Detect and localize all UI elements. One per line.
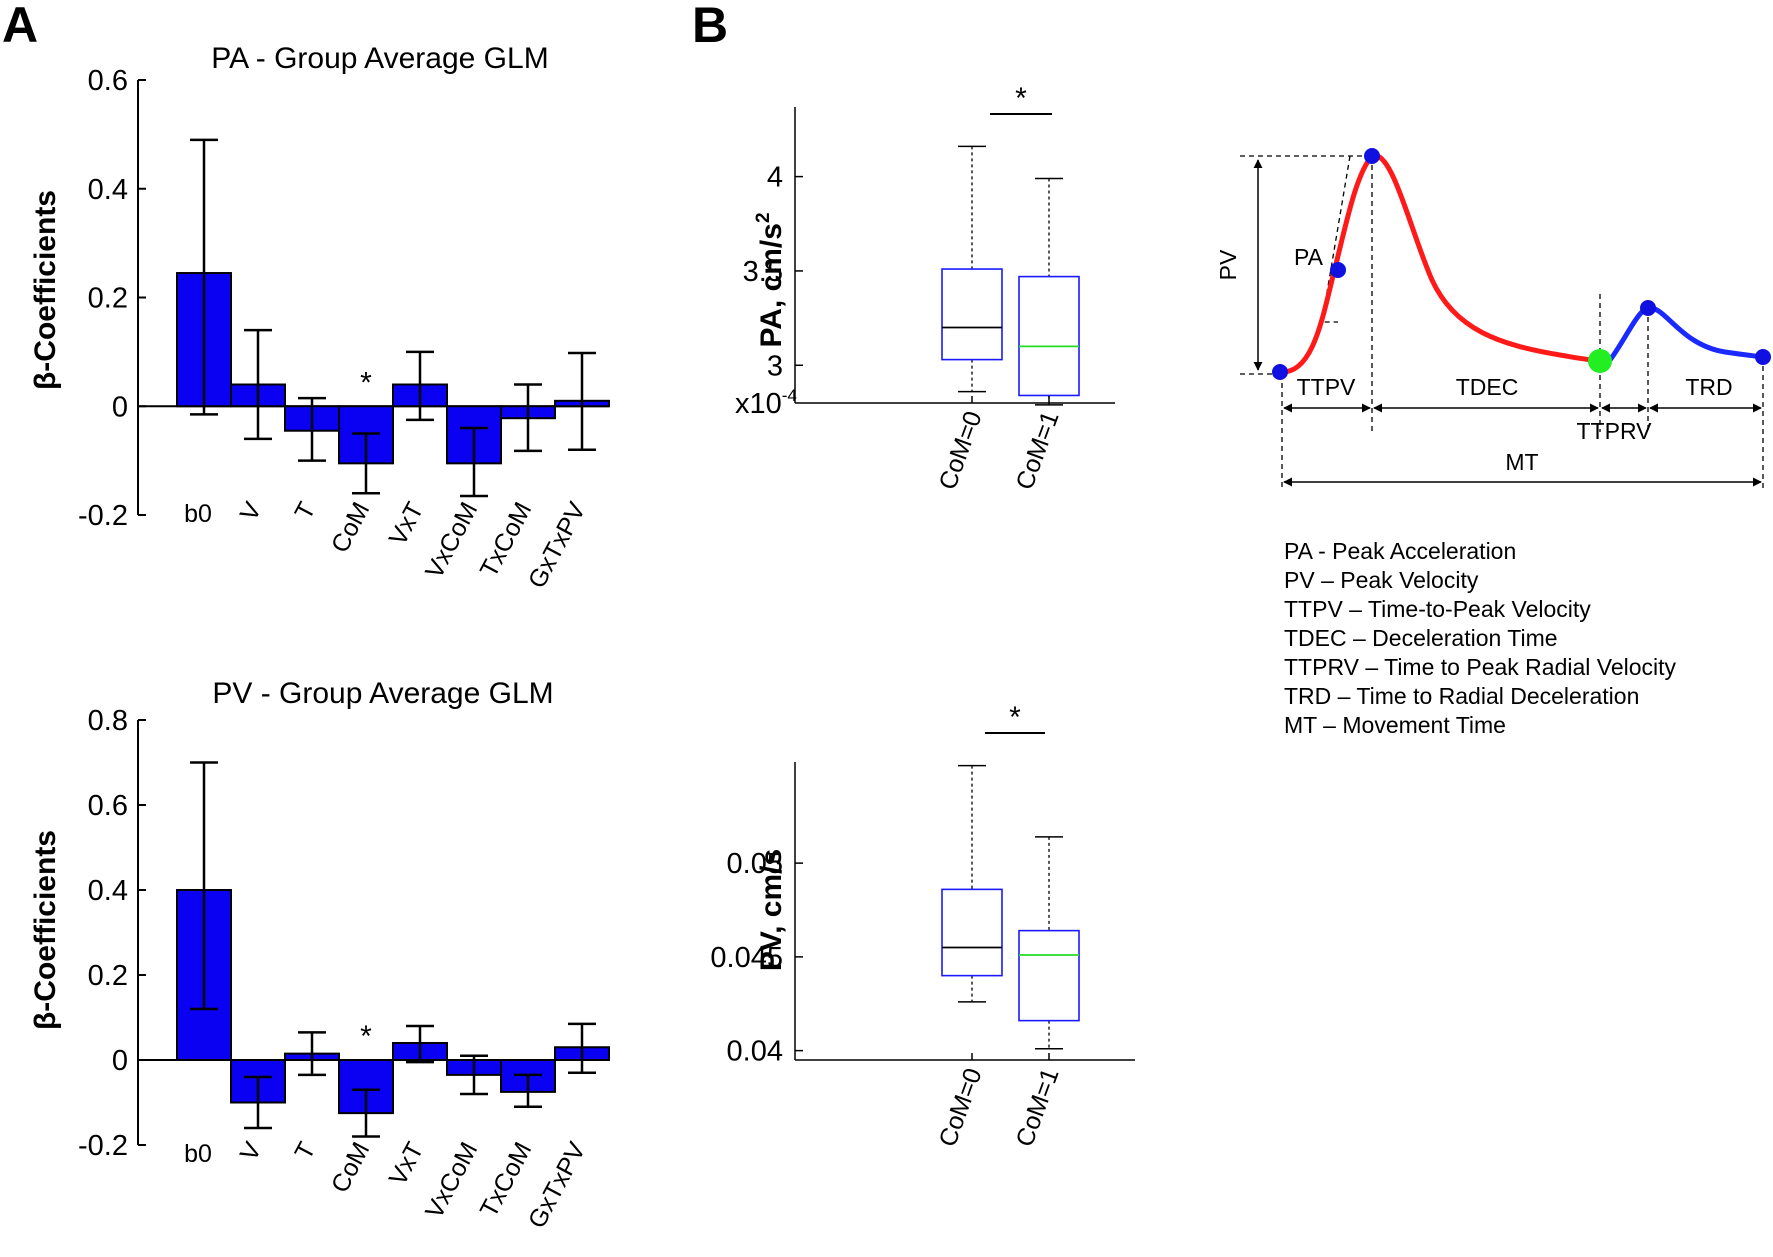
mt-label: MT	[1505, 449, 1538, 475]
x-category-label: T	[289, 1138, 321, 1165]
box	[941, 888, 1003, 977]
x-category-label: VxT	[384, 498, 430, 550]
legend-line: TTPRV – Time to Peak Radial Velocity	[1284, 654, 1677, 680]
trd-label: TRD	[1685, 374, 1732, 400]
chart-title: PA - Group Average GLM	[211, 42, 548, 75]
ttpv-label: TTPV	[1297, 374, 1356, 400]
y-tick-label: -0.2	[78, 1130, 128, 1162]
legend-line: MT – Movement Time	[1284, 712, 1506, 738]
panel-label-a: A	[2, 0, 38, 53]
x-category-label: CoM=0	[934, 407, 988, 493]
y-axis-label: β-Coefficients	[29, 830, 62, 1030]
y-tick-label: 3	[767, 350, 783, 382]
significance-star: *	[360, 366, 372, 399]
pv-glm-bar-chart: PV - Group Average GLM β-Coefficients -0.2…	[29, 677, 610, 1233]
pv-diagram-label: PV	[1215, 249, 1241, 280]
x-category-label: CoM	[326, 498, 376, 558]
y-tick-label: 0.2	[88, 283, 128, 315]
diagram-legend: PA - Peak Acceleration PV – Peak Velocit…	[1284, 538, 1677, 738]
panel-label-b: B	[692, 0, 728, 53]
y-tick-label: 0.2	[88, 960, 128, 992]
y-tick-label: -0.2	[78, 500, 128, 532]
axis-exponent-power: -4	[782, 386, 797, 405]
pa-diagram-label: PA	[1294, 244, 1324, 270]
axis-exponent: x10-4	[735, 386, 797, 420]
significance-star: *	[1009, 701, 1021, 734]
velocity-trace-blue	[1607, 305, 1764, 362]
y-axis-label-text: PA, cm/s	[755, 223, 788, 348]
box	[1018, 929, 1080, 1022]
significance-star: *	[1015, 82, 1027, 115]
y-tick-label: 0.045	[710, 942, 783, 974]
legend-line: TRD – Time to Radial Deceleration	[1284, 683, 1639, 709]
chart-title: PV - Group Average GLM	[212, 677, 553, 710]
pv-marker	[1364, 148, 1380, 164]
x-category-label: VxCoM	[420, 1138, 483, 1224]
y-tick-label: 0.8	[88, 705, 128, 737]
significance-star: *	[360, 1020, 372, 1053]
x-category-label: VxCoM	[420, 498, 483, 584]
tdec-label: TDEC	[1456, 374, 1519, 400]
movement-start-marker	[1272, 364, 1288, 380]
x-category-label: CoM	[326, 1138, 376, 1198]
axis-exponent-base: x10	[735, 388, 782, 420]
box	[1018, 275, 1080, 397]
pa-box-plot: 3 3.5 4 PA, cm/s2 x10-4 CoM=0 CoM=1 *	[735, 82, 1115, 493]
y-tick-label: 0.05	[727, 848, 783, 880]
legend-line: TTPV – Time-to-Peak Velocity	[1284, 596, 1591, 622]
y-tick-label: 3.5	[743, 256, 783, 288]
velocity-profile-diagram: PV PA TTPV TDEC TTPRV TRD MT PA - Peak A…	[1215, 148, 1771, 738]
y-tick-label: 4	[767, 162, 783, 194]
y-tick-label: 0.4	[88, 875, 128, 907]
x-category-label: b0	[184, 1140, 212, 1168]
y-tick-label: 0.04	[727, 1036, 783, 1068]
x-category-label: T	[289, 498, 321, 525]
y-tick-label: 0.4	[88, 174, 128, 206]
y-axis-label-text: PV, cm/s	[755, 849, 788, 971]
x-category-label: V	[235, 1137, 268, 1165]
movement-end-marker	[1755, 349, 1771, 365]
ttprv-label: TTPRV	[1577, 418, 1653, 444]
pa-glm-bar-chart: PA - Group Average GLM β-Coefficients -0.2…	[29, 42, 610, 593]
x-category-label: CoM=1	[1011, 1064, 1065, 1150]
y-axis-label: PV, cm/s	[755, 849, 788, 971]
x-category-label: CoM=0	[934, 1064, 988, 1150]
tdec-end-marker	[1588, 349, 1612, 373]
pa-tangent-guide	[1321, 155, 1351, 323]
legend-line: PA - Peak Acceleration	[1284, 538, 1516, 564]
pa-marker	[1330, 262, 1346, 278]
y-tick-label: 0	[112, 391, 128, 423]
y-tick-label: 0.6	[88, 790, 128, 822]
box	[941, 268, 1003, 361]
y-tick-label: 0.6	[88, 65, 128, 97]
y-axis-label: PA, cm/s2	[753, 212, 788, 347]
x-category-label: VxT	[384, 1138, 430, 1190]
velocity-trace-red	[1279, 153, 1611, 375]
y-tick-label: 0	[112, 1045, 128, 1077]
x-category-label: V	[235, 497, 268, 525]
y-axis-label-superscript: 2	[753, 212, 774, 223]
legend-line: PV – Peak Velocity	[1284, 567, 1479, 593]
y-axis-label: β-Coefficients	[29, 190, 62, 390]
radial-peak-marker	[1640, 300, 1656, 316]
legend-line: TDEC – Deceleration Time	[1284, 625, 1558, 651]
x-category-label: CoM=1	[1011, 407, 1065, 493]
x-category-label: b0	[184, 500, 212, 528]
